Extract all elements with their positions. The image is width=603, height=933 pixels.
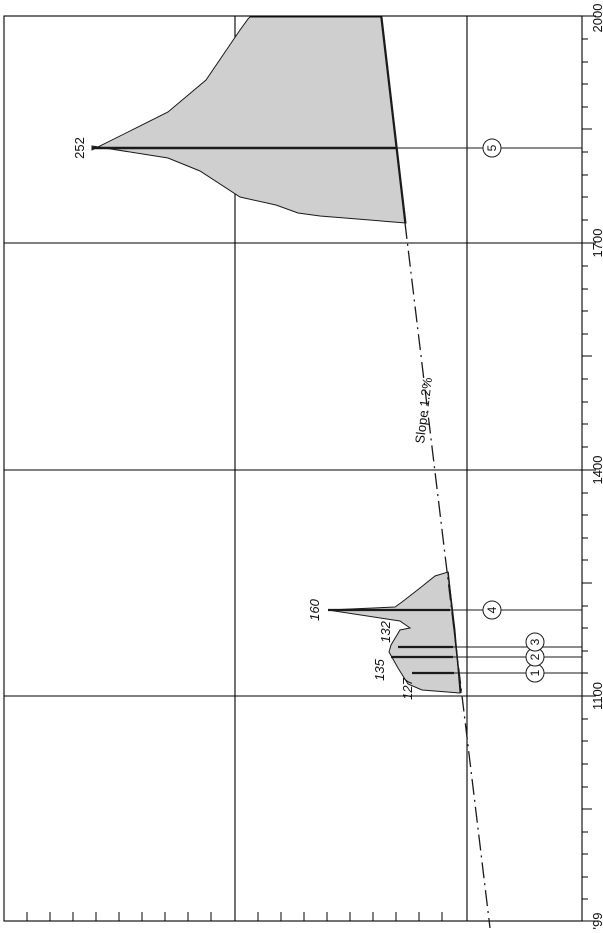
axis-label-99: '99 [590, 913, 603, 930]
markers [482, 138, 545, 683]
marker-2-label: 2 [528, 653, 542, 660]
axis-ticks-bottom [26, 912, 443, 921]
marker-5-label: 5 [485, 144, 499, 151]
marker-3-label: 3 [528, 638, 542, 645]
axis-label-1400: 1400 [590, 456, 603, 485]
peak-label-132: 132 [378, 620, 393, 642]
marker-3 [525, 632, 545, 652]
peak-lines [92, 146, 454, 675]
peak-area-large [91, 16, 407, 224]
marker-4-label: 4 [485, 606, 499, 613]
marker-4 [482, 600, 502, 620]
peak-label-160: 160 [307, 598, 322, 620]
baseline-dashdot [404, 222, 491, 929]
axis-label-1100: 1100 [590, 682, 603, 710]
axis-label-1700: 1700 [590, 229, 603, 258]
marker-5 [482, 138, 502, 158]
slope-label: Slope 1.2% [412, 376, 435, 444]
peak-label-127: 127 [400, 677, 415, 699]
peak-label-252: 252 [72, 137, 87, 159]
peak-area-small [327, 571, 461, 694]
peak-label-135: 135 [372, 658, 387, 680]
frame [3, 15, 583, 922]
marker-1-label: 1 [528, 669, 542, 676]
axis-label-2000: 2000 [590, 4, 603, 33]
baseline-solid-right [380, 16, 406, 224]
axis-ticks-right [582, 15, 596, 922]
